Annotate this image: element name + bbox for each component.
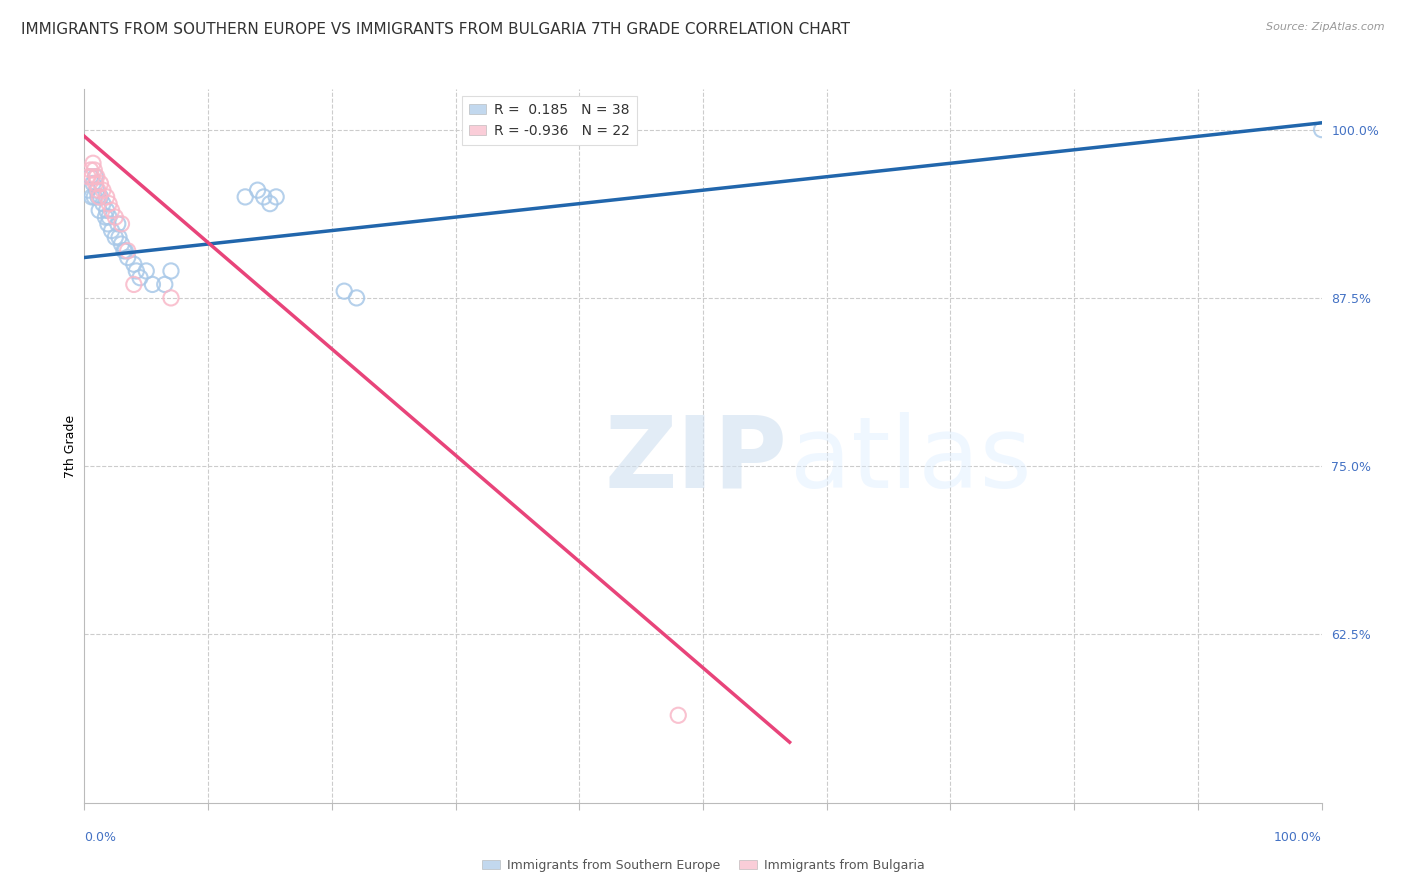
Text: Source: ZipAtlas.com: Source: ZipAtlas.com [1267, 22, 1385, 32]
Point [112, 244, 135, 258]
Point [122, 257, 145, 271]
Point [114, 244, 136, 258]
Point [84, 177, 107, 191]
Point [89, 190, 111, 204]
Point [89, 190, 111, 204]
Point [98, 196, 121, 211]
Point [135, 264, 157, 278]
Legend: Immigrants from Southern Europe, Immigrants from Bulgaria: Immigrants from Southern Europe, Immigra… [477, 854, 929, 877]
Point [82, 177, 104, 191]
Point [83, 190, 105, 204]
Text: 0.0%: 0.0% [84, 831, 117, 845]
Text: 100.0%: 100.0% [1274, 831, 1322, 845]
Point [79, 169, 101, 184]
Point [86, 183, 108, 197]
Point [233, 190, 256, 204]
Point [82, 156, 104, 170]
Point [259, 196, 281, 211]
Point [122, 277, 145, 292]
Point [100, 223, 122, 237]
Point [100, 203, 122, 218]
Point [129, 270, 152, 285]
Point [86, 169, 108, 184]
Point [104, 210, 127, 224]
Point [91, 183, 114, 197]
Point [96, 203, 118, 218]
Point [1310, 122, 1333, 136]
Text: ZIP: ZIP [605, 412, 787, 508]
Point [79, 163, 101, 178]
Point [264, 190, 287, 204]
Point [87, 183, 110, 197]
Point [333, 284, 356, 298]
Point [83, 163, 105, 178]
Point [117, 244, 139, 258]
Point [94, 210, 117, 224]
Point [110, 237, 132, 252]
Point [84, 169, 107, 184]
Point [346, 291, 368, 305]
Point [89, 177, 111, 191]
Point [160, 291, 183, 305]
Point [87, 190, 110, 204]
Point [77, 169, 100, 184]
Point [89, 203, 111, 218]
Point [98, 210, 121, 224]
Point [141, 277, 163, 292]
Point [107, 217, 129, 231]
Point [666, 708, 689, 723]
Point [97, 217, 120, 231]
Y-axis label: 7th Grade: 7th Grade [65, 415, 77, 477]
Point [117, 251, 139, 265]
Point [77, 183, 100, 197]
Point [108, 230, 131, 244]
Text: atlas: atlas [790, 412, 1031, 508]
Point [160, 264, 183, 278]
Point [91, 196, 114, 211]
Point [253, 190, 276, 204]
Point [246, 183, 269, 197]
Point [80, 169, 103, 184]
Legend: R =  0.185   N = 38, R = -0.936   N = 22: R = 0.185 N = 38, R = -0.936 N = 22 [463, 96, 637, 145]
Point [96, 190, 118, 204]
Point [80, 190, 103, 204]
Point [153, 277, 176, 292]
Point [104, 230, 127, 244]
Point [125, 264, 148, 278]
Text: IMMIGRANTS FROM SOUTHERN EUROPE VS IMMIGRANTS FROM BULGARIA 7TH GRADE CORRELATIO: IMMIGRANTS FROM SOUTHERN EUROPE VS IMMIG… [21, 22, 851, 37]
Point [110, 217, 132, 231]
